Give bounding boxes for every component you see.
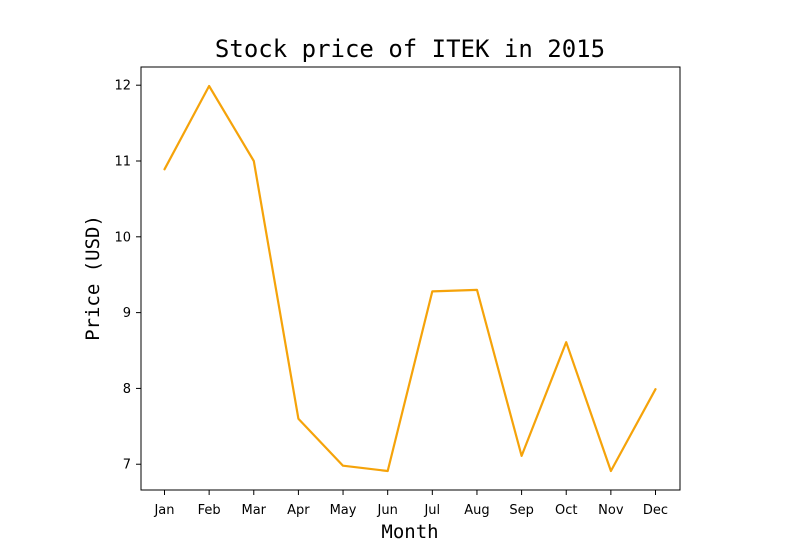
x-tick-label: Jan (153, 503, 174, 518)
x-tick-label: Jul (423, 503, 440, 518)
y-axis: 7 8 9 10 11 12 (114, 79, 141, 473)
x-axis-label: Month (381, 521, 438, 543)
x-tick-label: Dec (643, 503, 668, 518)
y-tick-label: 9 (123, 306, 131, 321)
x-tick-label: Aug (464, 503, 489, 518)
x-tick-label: Oct (555, 503, 577, 518)
x-tick-label: Jun (377, 503, 398, 518)
plot-area-frame (140, 66, 681, 491)
y-tick-label: 12 (114, 79, 131, 94)
y-tick-label: 11 (114, 155, 131, 170)
x-tick-label: Apr (287, 503, 310, 518)
x-tick-label: Sep (509, 503, 534, 518)
y-tick-label: 7 (123, 458, 131, 473)
y-tick-label: 10 (114, 230, 131, 245)
y-axis-label: Price (USD) (82, 215, 104, 341)
y-tick-label: 8 (123, 382, 131, 397)
x-tick-label: Mar (242, 503, 267, 518)
chart-title: Stock price of ITEK in 2015 (215, 35, 605, 63)
series-layer (163, 84, 657, 473)
x-tick-label: May (330, 503, 357, 518)
x-axis: Jan Feb Mar Apr May Jun Jul Aug Sep Oct Nov Dec (153, 490, 668, 518)
x-tick-label: Feb (198, 503, 221, 518)
series-line (163, 84, 657, 473)
x-tick-label: Nov (598, 503, 624, 518)
